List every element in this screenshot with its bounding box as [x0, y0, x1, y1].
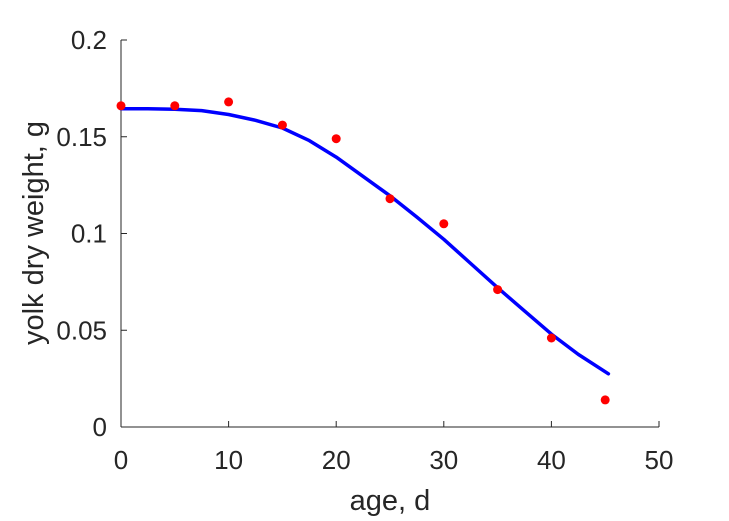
- y-tick-label: 0.2: [71, 25, 107, 55]
- x-tick-label: 10: [214, 445, 243, 475]
- y-ticks: 0 0.05 0.1 0.15 0.2: [56, 25, 127, 442]
- data-point: [493, 285, 503, 295]
- x-tick-label: 50: [645, 445, 674, 475]
- fit-curve: [119, 106, 611, 376]
- data-point: [331, 134, 341, 144]
- axes: [120, 40, 659, 428]
- data-point: [385, 194, 395, 204]
- data-point: [170, 101, 180, 111]
- data-point: [116, 101, 126, 111]
- data-point: [277, 120, 287, 130]
- y-tick-label: 0.15: [56, 122, 107, 152]
- x-ticks: 0 10 20 30 40 50: [114, 421, 674, 475]
- y-tick-label: 0.05: [56, 315, 107, 345]
- x-tick-label: 20: [322, 445, 351, 475]
- y-axis-label: yolk dry weight, g: [18, 121, 50, 345]
- x-axis-label: age, d: [350, 485, 431, 517]
- x-tick-label: 40: [537, 445, 566, 475]
- data-point: [546, 333, 556, 343]
- data-point: [224, 97, 234, 107]
- x-tick-label: 30: [429, 445, 458, 475]
- data-point: [439, 219, 449, 229]
- x-tick-label: 0: [114, 445, 128, 475]
- y-tick-label: 0.1: [71, 219, 107, 249]
- series-layer: [116, 97, 611, 405]
- y-tick-label: 0: [93, 412, 107, 442]
- data-point: [600, 395, 610, 405]
